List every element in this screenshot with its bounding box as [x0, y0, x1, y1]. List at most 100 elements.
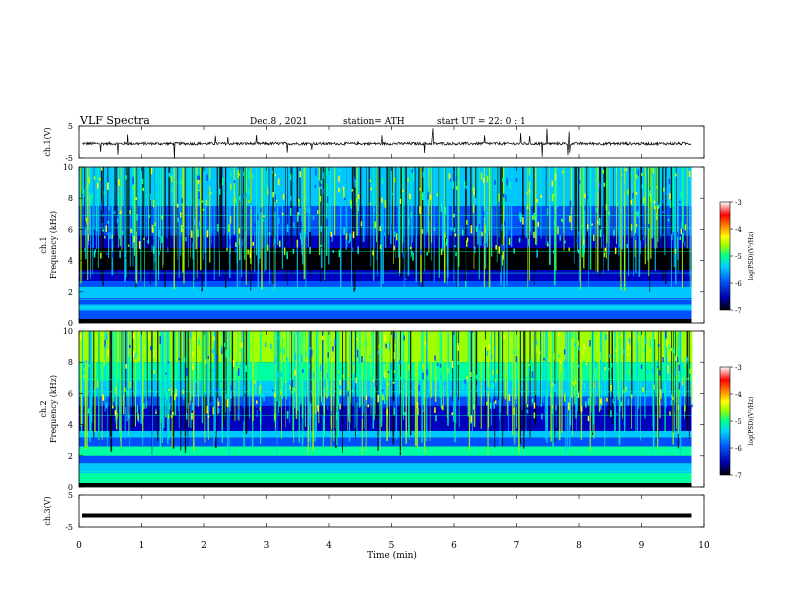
ch1-spectrogram-speckle: [501, 223, 503, 231]
ch1-spectrogram-streak: [604, 167, 607, 254]
ch1-spectrogram-speckle: [641, 191, 644, 200]
ch1-spectrogram-speckle: [289, 207, 292, 216]
figure-title: VLF Spectra: [79, 114, 150, 127]
ch2-spectrogram-speckle: [403, 378, 405, 384]
ch2-spectrogram-streak: [386, 331, 388, 441]
ch1-spectrogram-speckle: [322, 172, 324, 179]
ch1-spectrogram-speckle: [527, 239, 529, 246]
ch2-spectrogram-streak: [409, 331, 410, 440]
ch2-spectrogram-speckle: [226, 399, 229, 407]
ch1-spectrogram-streak: [119, 167, 122, 246]
ch2-spectrogram-speckle: [336, 412, 338, 420]
ch2-spectrogram-streak: [604, 331, 606, 449]
ch2-spectrogram-speckle: [478, 383, 481, 389]
ch2-spectrogram-streak: [167, 331, 169, 445]
ch2-colorbar-tick-label: -4: [735, 391, 742, 399]
ch2-spectrogram-streak: [447, 331, 449, 426]
ch1-spectrogram-streak: [211, 167, 212, 245]
ch1-spectrogram-speckle: [453, 227, 456, 233]
ch1-spectrogram-speckle: [411, 169, 413, 173]
ch1-spectrogram-streak: [405, 167, 407, 279]
ch2-spectrogram-speckle: [546, 362, 548, 371]
ch1-spectrogram-speckle: [561, 170, 564, 174]
ch1-spectrogram-speckle: [509, 181, 512, 190]
ch2-spectrogram-streak: [336, 331, 338, 446]
ch1-spectrogram-streak: [100, 167, 102, 278]
ch2-spectrogram-speckle: [384, 334, 386, 342]
ch2-spectrogram-speckle: [606, 380, 608, 383]
ch2-spectrogram-streak: [359, 331, 361, 407]
ch1-spectrogram-speckle: [326, 196, 329, 204]
ch2-spectrogram-speckle: [383, 364, 385, 372]
ch2-spectrogram-speckle: [192, 347, 194, 352]
ch2-spectrogram-streak: [540, 331, 542, 407]
ch2-spectrogram-speckle: [580, 379, 583, 384]
ch1-spectrogram-streak: [245, 167, 247, 285]
ch1-spectrogram-speckle: [218, 188, 221, 195]
ch1-spectrogram-speckle: [508, 237, 511, 245]
ch1-spectrogram-speckle: [569, 215, 571, 223]
ch2-spectrogram-speckle: [610, 384, 612, 391]
ch2-spectrogram-speckle: [490, 402, 492, 409]
ch2-spectrogram-streak: [608, 331, 610, 418]
ch2-spectrogram-speckle: [600, 399, 602, 404]
ch1-spectrogram-speckle: [669, 193, 671, 200]
ch1-spectrogram-speckle: [289, 173, 292, 181]
ch2-spectrogram-speckle: [412, 373, 415, 376]
ch1-spectrogram-streak: [451, 167, 454, 231]
ch1-spectrogram-streak: [221, 167, 223, 250]
ch1-spectrogram-streak: [351, 167, 354, 235]
ch1-spectrogram-speckle: [197, 180, 200, 184]
ch1-spectrogram-speckle: [237, 170, 239, 179]
ch2-spectrogram-streak: [364, 331, 366, 429]
ch1-spectrogram-streak: [180, 167, 182, 256]
ch1-spectrogram-streak: [239, 167, 241, 286]
ch1-spectrogram-streak: [107, 167, 109, 233]
ch1-spectrogram-streak: [444, 167, 446, 238]
time-tick-label: 9: [639, 541, 645, 551]
ch2-spectrogram-speckle: [165, 372, 167, 375]
ch1-spectrogram-speckle: [250, 202, 252, 210]
ch1-spectrogram-speckle: [252, 174, 254, 180]
ch1-spectrogram-speckle: [181, 198, 183, 204]
ch1-spectrogram-speckle: [552, 250, 555, 254]
ch2-spectrogram-streak: [247, 331, 250, 395]
ch1-spectrogram-speckle: [616, 201, 619, 207]
ch2-spectrogram-speckle: [388, 342, 391, 350]
ch2-spectrogram-speckle: [417, 407, 419, 416]
ch1-spectrogram-speckle: [540, 194, 542, 198]
ch2-spectrogram-speckle: [365, 395, 368, 400]
ch1-spectrogram-speckle: [556, 203, 559, 208]
ch1-spectrogram-speckle: [633, 205, 636, 213]
ch2-spectrogram-speckle: [322, 397, 324, 405]
ch1-spectrogram-speckle: [504, 220, 506, 226]
ch1-spectrogram-speckle: [466, 237, 469, 242]
ch1-spectrogram-streak: [201, 167, 203, 292]
ch2-spectrogram-speckle: [399, 359, 401, 365]
ch2-spectrogram-speckle: [332, 346, 334, 352]
ch1-spectrogram-speckle: [239, 198, 242, 202]
ch2-spectrogram-speckle: [143, 395, 145, 398]
ch1-spectrogram-speckle: [210, 192, 212, 195]
ch1-spectrogram-speckle: [206, 230, 209, 238]
ch2-spectrogram-speckle: [674, 405, 676, 412]
ch2-spectrogram-speckle: [526, 376, 528, 380]
ch2-spectrogram-speckle: [167, 414, 170, 419]
ch1-spectrogram-speckle: [133, 185, 135, 190]
ch1-spectrogram-speckle: [116, 215, 119, 219]
ch1-spectrogram-streak: [385, 167, 387, 274]
ch1-spectrogram-speckle: [247, 216, 249, 223]
ch2-spectrogram-speckle: [240, 347, 243, 353]
ch1-spectrogram-speckle: [275, 199, 278, 203]
ch2-spectrogram-speckle: [577, 364, 580, 368]
ch1-spectrogram-speckle: [541, 233, 543, 237]
ch2-spectrogram-streak: [159, 331, 162, 452]
ch1-spectrogram-streak: [236, 167, 239, 288]
ch1-spectrogram-speckle: [201, 200, 204, 203]
ch1-spectrogram-speckle: [455, 252, 457, 257]
ch2-spectrogram-streak: [180, 331, 182, 451]
ch1-spectrogram-streak: [649, 167, 651, 292]
ch2-spectrogram-speckle: [627, 353, 629, 356]
ch1-spectrogram-speckle: [161, 235, 163, 244]
ch2-spectrogram-streak: [540, 331, 541, 405]
